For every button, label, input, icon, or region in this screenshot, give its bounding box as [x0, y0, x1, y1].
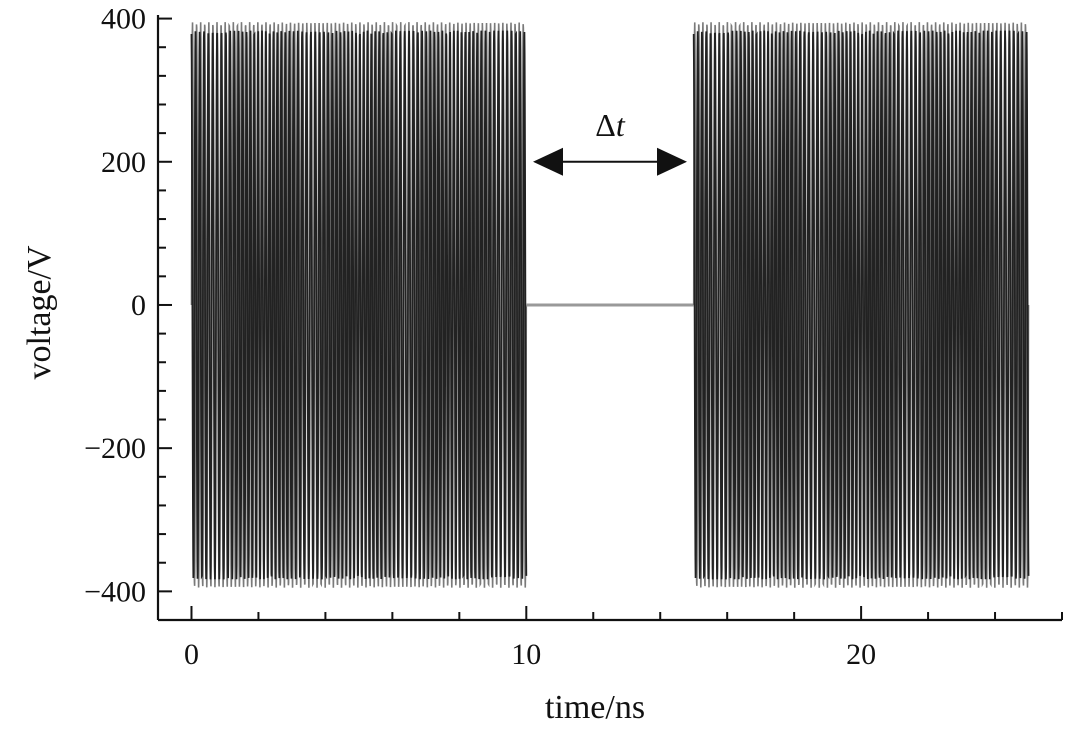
delta-t-arrow-right-head	[657, 147, 688, 176]
x-tick-label: 20	[846, 638, 876, 671]
plot-traces	[190, 22, 1030, 588]
y-tick-label: 200	[101, 146, 146, 179]
series-line-pulse-1	[190, 30, 528, 580]
x-tick-label: 10	[511, 638, 541, 671]
delta-t-arrow-left-head	[532, 147, 563, 176]
y-tick-label: 0	[131, 289, 146, 322]
annotations: Δt	[532, 107, 688, 176]
delta-t-label: Δt	[595, 107, 626, 143]
x-axis-title: time/ns	[545, 689, 645, 726]
series-line-pulse-2	[692, 30, 1030, 580]
y-tick-label: −200	[84, 432, 146, 465]
y-axis-title: voltage/V	[21, 245, 58, 380]
axes	[156, 15, 1063, 622]
x-tick-label: 0	[184, 638, 199, 671]
y-tick-label: −400	[84, 575, 146, 608]
y-tick-label: 400	[101, 3, 146, 36]
tick-labels: 0 10 20 400 200 0 −200 −400	[84, 3, 876, 671]
